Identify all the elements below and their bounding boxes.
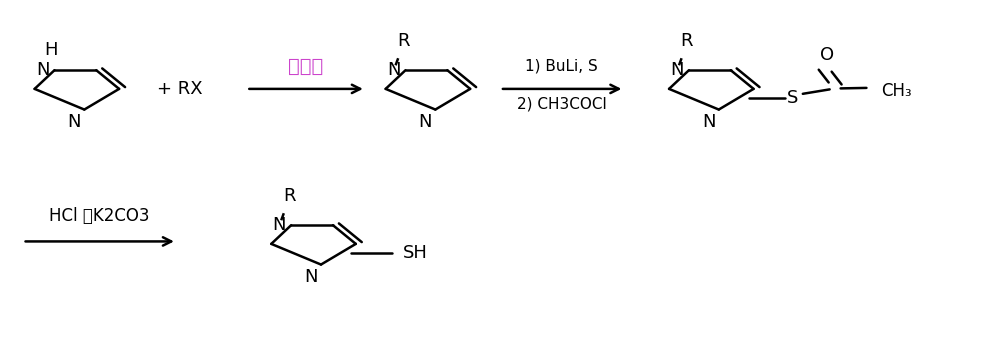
Text: CH₃: CH₃ [881,82,912,100]
Text: SH: SH [403,244,428,262]
Text: HCl 或K2CO3: HCl 或K2CO3 [49,207,149,225]
Text: N: N [670,61,684,79]
Text: + RX: + RX [157,80,203,98]
Text: N: N [36,61,49,79]
Text: N: N [702,113,716,132]
Text: R: R [681,32,693,49]
Text: 无机碱: 无机碱 [288,57,324,76]
Text: N: N [272,216,286,234]
Text: N: N [387,61,400,79]
Text: N: N [419,113,432,132]
Text: R: R [397,32,410,49]
Text: O: O [820,46,834,64]
Text: 2) CH3COCl: 2) CH3COCl [517,96,607,111]
Text: H: H [44,41,57,60]
Text: S: S [787,89,799,107]
Text: N: N [304,268,318,287]
Text: N: N [68,113,81,132]
Text: 1) BuLi, S: 1) BuLi, S [525,59,598,74]
Text: R: R [283,187,295,204]
